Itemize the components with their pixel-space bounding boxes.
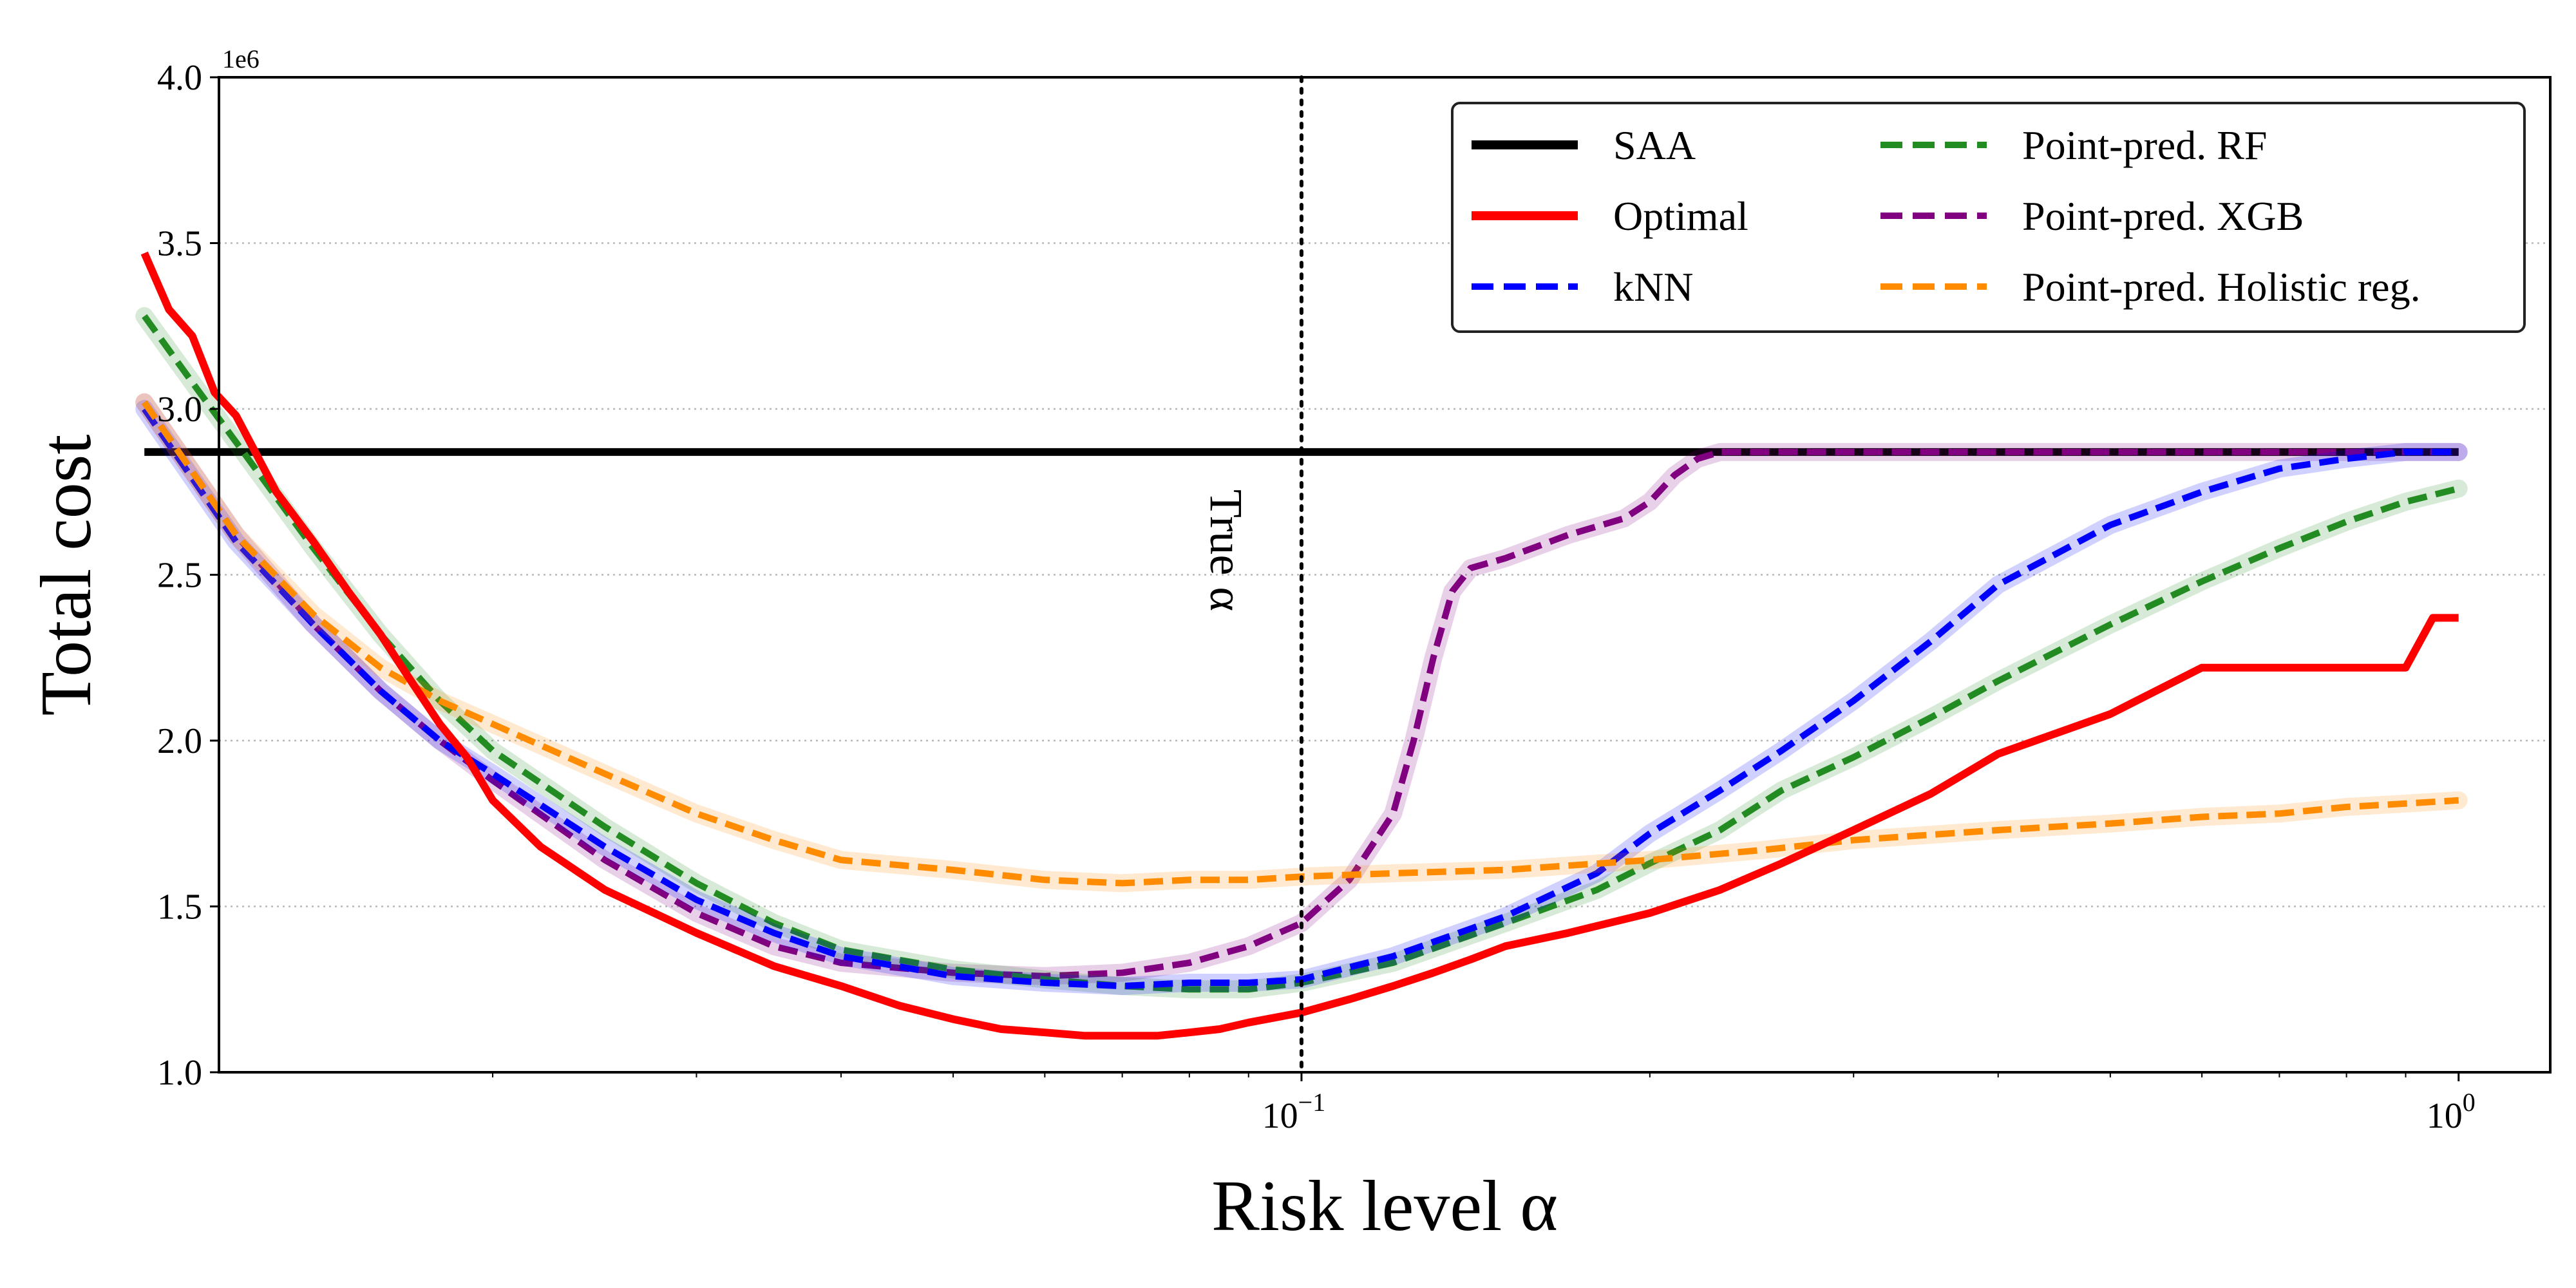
- legend-label: SAA: [1613, 122, 1696, 168]
- legend-label: kNN: [1613, 264, 1693, 310]
- grid-lines: [219, 242, 2550, 907]
- y-tick-label: 2.0: [157, 721, 202, 761]
- legend-label: Point-pred. RF: [2022, 122, 2267, 168]
- y-tick-label: 2.5: [157, 556, 202, 596]
- x-tick-base: 10: [2427, 1096, 2463, 1136]
- y-tick-label: 3.0: [157, 390, 202, 430]
- x-axis-ticks: 10−1 100: [492, 1072, 2476, 1136]
- series-line-optimal: [140, 251, 2459, 1040]
- x-tick-exponent: 0: [2463, 1088, 2476, 1117]
- series-line-point-pred-xgb: [142, 400, 2459, 980]
- legend-label: Point-pred. Holistic reg.: [2022, 264, 2421, 310]
- series-line-point-pred-holistic-reg: [142, 400, 2459, 887]
- series-line-point-pred-rf: [142, 314, 2459, 993]
- x-tick-label: 10−1: [1262, 1088, 1326, 1136]
- x-axis-label: Risk level α: [1211, 1166, 1558, 1246]
- legend-label: Point-pred. XGB: [2022, 193, 2304, 239]
- y-tick-label: 3.5: [157, 224, 202, 264]
- legend-box: [1451, 102, 2526, 333]
- y-multiplier-label: 1e6: [222, 44, 260, 73]
- x-tick-exponent: −1: [1298, 1088, 1326, 1117]
- x-tick-label: 100: [2427, 1088, 2476, 1136]
- y-tick-label: 1.0: [157, 1053, 202, 1093]
- y-axis-ticks: 1.0 1.5 2.0 2.5 3.0 3.5 4.0: [157, 58, 219, 1093]
- y-tick-label: 1.5: [157, 887, 202, 927]
- y-axis-label: Total cost: [26, 435, 106, 716]
- series-group: [135, 251, 2468, 1040]
- series-line-knn: [142, 407, 2459, 990]
- legend-label: Optimal: [1613, 193, 1748, 239]
- legend: SAA Optimal kNN Point-pred. RF Point-pred. X…: [1451, 102, 2526, 333]
- x-tick-base: 10: [1262, 1096, 1298, 1136]
- y-tick-label: 4.0: [157, 58, 202, 98]
- true-alpha-annotation: True α: [1200, 489, 1252, 611]
